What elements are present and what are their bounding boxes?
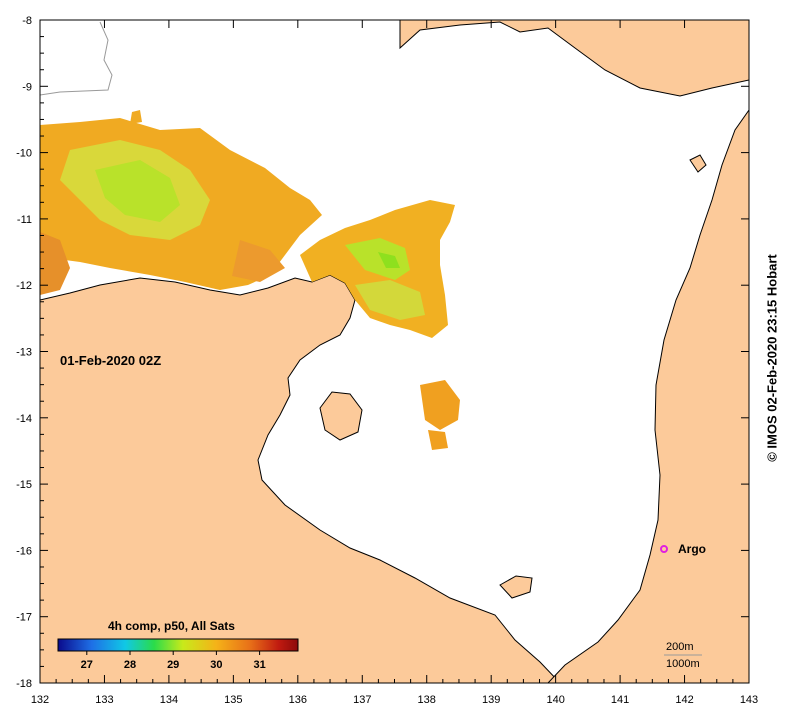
depth-200-label: 200m bbox=[666, 641, 694, 653]
lon-tick-label: 136 bbox=[289, 694, 307, 706]
depth-1000-label: 1000m bbox=[666, 658, 700, 670]
colorbar-tick-label: 30 bbox=[210, 659, 222, 671]
lon-axis: 132 133 134 135 136 137 138 139 140 141 142 143 bbox=[31, 20, 758, 706]
lat-tick-label: -15 bbox=[16, 479, 32, 491]
colorbar-title: 4h comp, p50, All Sats bbox=[108, 619, 235, 633]
lon-tick-label: 133 bbox=[95, 694, 113, 706]
argo-marker: Argo bbox=[660, 542, 706, 556]
lat-tick-label: -18 bbox=[16, 678, 32, 690]
lon-tick-label: 140 bbox=[546, 694, 564, 706]
river-line bbox=[40, 21, 113, 96]
sst-data bbox=[40, 110, 460, 450]
lat-tick-label: -9 bbox=[22, 81, 32, 93]
lat-tick-label: -16 bbox=[16, 545, 32, 557]
lon-tick-label: 135 bbox=[224, 694, 242, 706]
lon-tick-label: 143 bbox=[740, 694, 758, 706]
lon-tick-label: 141 bbox=[611, 694, 629, 706]
island-small bbox=[689, 154, 707, 173]
lon-tick-label: 137 bbox=[353, 694, 371, 706]
colorbar: 4h comp, p50, All Sats 27 28 29 30 31 bbox=[57, 619, 299, 671]
lat-tick-label: -8 bbox=[22, 15, 32, 27]
date-label: 01-Feb-2020 02Z bbox=[60, 353, 161, 368]
island-groote bbox=[319, 391, 363, 441]
lat-tick-label: -17 bbox=[16, 612, 32, 624]
lat-axis: -8 -9 -10 -11 -12 -13 -14 -15 -16 -17 -18 bbox=[16, 15, 749, 690]
colorbar-tick-label: 27 bbox=[81, 659, 93, 671]
lon-tick-label: 138 bbox=[418, 694, 436, 706]
lon-tick-label: 134 bbox=[160, 694, 178, 706]
argo-icon bbox=[660, 545, 668, 553]
lat-tick-label: -11 bbox=[17, 214, 32, 226]
colorbar-tick-label: 31 bbox=[253, 659, 265, 671]
lat-tick-label: -10 bbox=[16, 148, 32, 160]
colorbar-tick-label: 29 bbox=[167, 659, 179, 671]
lon-tick-label: 142 bbox=[675, 694, 693, 706]
depth-legend: 200m 1000m bbox=[664, 641, 702, 670]
lon-tick-label: 132 bbox=[31, 694, 49, 706]
lat-tick-label: -14 bbox=[16, 413, 32, 425]
credit-label: © IMOS 02-Feb-2020 23:15 Hobart bbox=[764, 254, 780, 462]
land-east bbox=[547, 109, 749, 683]
land-west bbox=[40, 274, 561, 683]
argo-label: Argo bbox=[678, 542, 706, 556]
lat-tick-label: -12 bbox=[16, 280, 32, 292]
land-north bbox=[399, 20, 749, 97]
colorbar-tick-label: 28 bbox=[124, 659, 136, 671]
colorbar-ramp bbox=[57, 638, 299, 652]
lat-tick-label: -13 bbox=[16, 347, 32, 359]
island-wellesley bbox=[499, 575, 533, 599]
lon-tick-label: 139 bbox=[482, 694, 500, 706]
